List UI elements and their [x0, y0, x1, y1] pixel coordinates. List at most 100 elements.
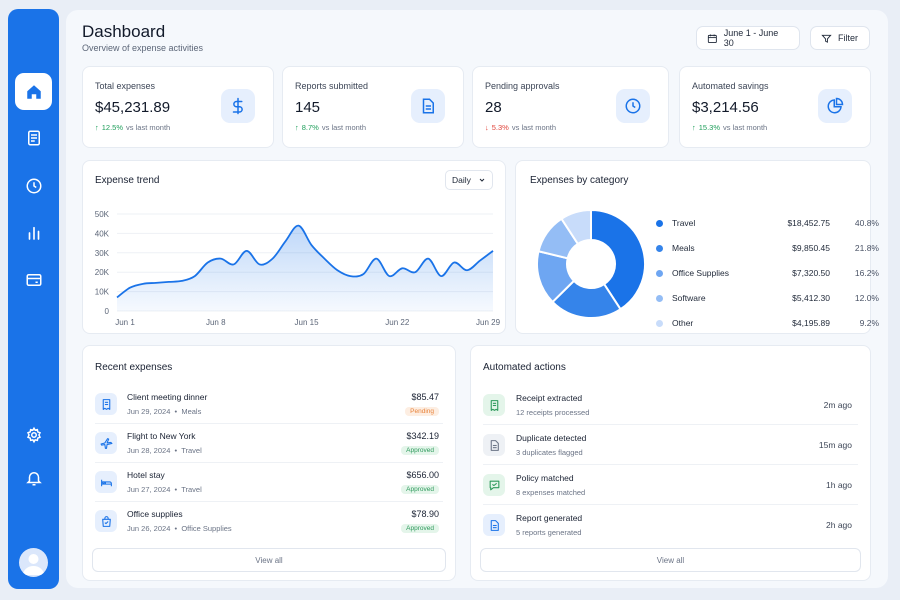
receipt-icon — [102, 398, 110, 410]
trend-point[interactable] — [166, 279, 172, 285]
automated-action-row[interactable]: Report generated 5 reports generated 2h … — [483, 511, 858, 545]
trend-point[interactable] — [360, 271, 366, 277]
expense-date: Jun 27, 2024 — [127, 485, 171, 494]
trend-point[interactable] — [114, 294, 120, 300]
credit-card-icon — [26, 273, 41, 286]
trend-point[interactable] — [308, 242, 314, 248]
status-badge: Approved — [401, 485, 439, 494]
sidebar-item-history[interactable] — [15, 167, 52, 204]
action-detail: 5 reports generated — [516, 528, 582, 537]
y-tick-label: 50K — [95, 210, 110, 219]
automated-actions-card: Automated actions Receipt extracted 12 r… — [470, 345, 871, 581]
trend-point[interactable] — [231, 261, 237, 267]
legend-label: Meals — [672, 243, 695, 253]
sidebar-item-settings[interactable] — [15, 416, 52, 453]
trend-point[interactable] — [179, 278, 185, 284]
trend-point[interactable] — [373, 256, 379, 262]
arrow-up-icon: ↑ — [295, 123, 299, 132]
trend-point[interactable] — [205, 260, 211, 266]
sidebar-item-analytics[interactable] — [15, 214, 52, 251]
trend-point[interactable] — [399, 265, 405, 271]
trend-point[interactable] — [451, 260, 457, 266]
page-title: Dashboard — [82, 22, 166, 41]
expense-row[interactable]: Flight to New York Jun 28, 2024 • Travel… — [95, 429, 443, 463]
automated-action-row[interactable]: Receipt extracted 12 receipts processed … — [483, 391, 858, 425]
bar-chart-icon — [28, 226, 39, 240]
trend-point[interactable] — [296, 223, 302, 229]
expense-row[interactable]: Hotel stay Jun 27, 2024 • Travel $656.00… — [95, 468, 443, 502]
legend-label: Office Supplies — [672, 268, 730, 278]
donut-slice[interactable] — [560, 208, 592, 246]
plane-icon — [100, 437, 112, 449]
automated-action-row[interactable]: Policy matched 8 expenses matched 1h ago — [483, 471, 858, 505]
legend-amount: $18,452.75 — [787, 218, 830, 228]
category-donut-chart — [536, 208, 646, 319]
action-detail: 3 duplicates flagged — [516, 448, 583, 457]
period-select-value: Daily — [452, 175, 471, 185]
stat-icon-box — [411, 89, 445, 123]
legend-swatch — [656, 244, 663, 252]
legend-swatch — [656, 269, 663, 277]
trend-area — [117, 225, 493, 311]
trend-point[interactable] — [192, 273, 198, 279]
trend-point[interactable] — [386, 273, 392, 279]
sidebar-item-home[interactable] — [15, 73, 52, 110]
action-name: Policy matched — [516, 473, 574, 483]
trend-point[interactable] — [464, 267, 470, 273]
trend-point[interactable] — [347, 273, 353, 279]
action-name: Receipt extracted — [516, 393, 583, 403]
expense-row[interactable]: Office supplies Jun 26, 2024 • Office Su… — [95, 507, 443, 541]
trend-point[interactable] — [244, 248, 250, 254]
message-icon — [489, 480, 499, 490]
trend-point[interactable] — [127, 285, 133, 291]
legend-amount: $9,850.45 — [792, 243, 830, 253]
trend-point[interactable] — [283, 238, 289, 244]
home-icon — [26, 84, 41, 99]
expense-name: Flight to New York — [127, 431, 196, 441]
expense-row[interactable]: Client meeting dinner Jun 29, 2024 • Mea… — [95, 390, 443, 424]
bag-icon — [101, 515, 111, 527]
stat-icon-box — [221, 89, 255, 123]
document-icon — [490, 439, 499, 451]
trend-point[interactable] — [425, 256, 431, 262]
filter-button[interactable]: Filter — [810, 26, 870, 50]
expense-amount: $342.19 — [406, 431, 439, 441]
trend-point[interactable] — [270, 256, 276, 262]
automated-view-all-button[interactable]: View all — [480, 548, 861, 572]
expense-trend-chart: 0 10K 20K 30K 40K 50K Jun 1 Jun 8 Jun 15 Jun 22 Ju… — [95, 210, 501, 327]
arrow-up-icon: ↑ — [692, 123, 696, 132]
trend-point[interactable] — [218, 256, 224, 262]
stat-label: Total expenses — [95, 81, 156, 91]
report-icon — [490, 519, 499, 531]
sidebar-item-notifications[interactable] — [15, 459, 52, 496]
trend-point[interactable] — [438, 273, 444, 279]
expense-category: Office Supplies — [181, 524, 232, 533]
automated-action-row[interactable]: Duplicate detected 3 duplicates flagged … — [483, 431, 858, 465]
status-badge: Pending — [405, 407, 439, 416]
trend-point[interactable] — [412, 269, 418, 275]
legend-amount: $4,195.89 — [792, 318, 830, 328]
expense-date: Jun 29, 2024 — [127, 407, 171, 416]
y-tick-label: 10K — [95, 288, 110, 297]
trend-point[interactable] — [334, 267, 340, 273]
clock-icon — [625, 98, 641, 114]
trend-point[interactable] — [140, 281, 146, 287]
trend-point[interactable] — [321, 256, 327, 262]
legend-label: Other — [672, 318, 694, 328]
trend-point[interactable] — [477, 258, 483, 264]
sidebar-item-reports[interactable] — [15, 119, 52, 156]
calendar-icon — [707, 33, 717, 43]
expense-trend-card: Expense trend Daily 0 10K 20K 30K 40K 50K Jun … — [82, 160, 506, 334]
trend-point[interactable] — [490, 248, 496, 254]
period-select[interactable]: Daily — [445, 170, 493, 190]
date-range-button[interactable]: June 1 - June 30 — [696, 26, 800, 50]
trend-point[interactable] — [257, 261, 263, 267]
trend-point[interactable] — [153, 280, 159, 286]
action-name: Duplicate detected — [516, 433, 587, 443]
filter-icon — [821, 34, 832, 43]
card-title: Recent expenses — [95, 362, 173, 373]
avatar[interactable] — [19, 548, 48, 577]
user-icon — [23, 554, 44, 575]
recent-view-all-button[interactable]: View all — [92, 548, 446, 572]
sidebar-item-cards[interactable] — [15, 261, 52, 298]
